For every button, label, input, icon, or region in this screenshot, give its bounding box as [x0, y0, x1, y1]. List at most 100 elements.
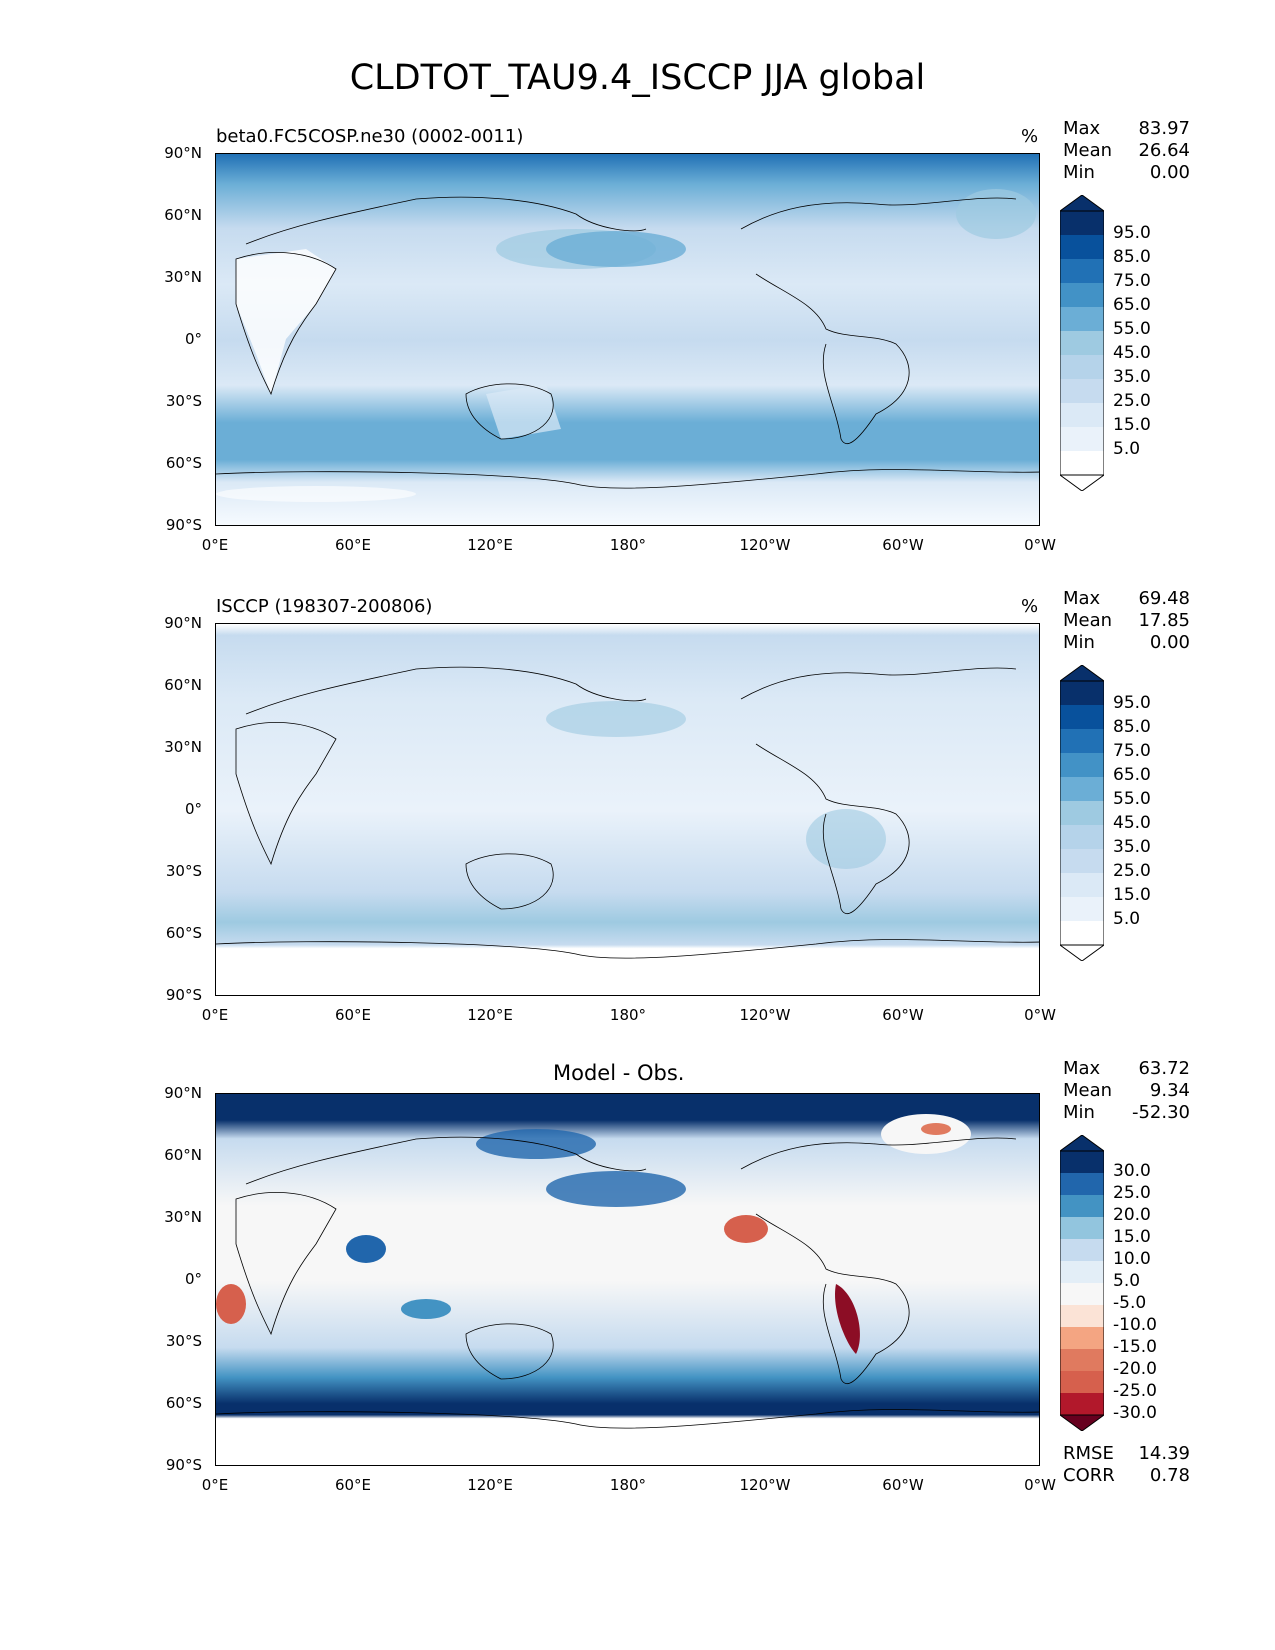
lat-tick: 90°N — [164, 144, 202, 162]
stat-max: 63.72 — [1138, 1058, 1190, 1079]
colorbar-label: 5.0 — [1113, 439, 1141, 459]
figure-title: CLDTOT_TAU9.4_ISCCP JJA global — [349, 58, 926, 98]
lat-tick: 30°S — [165, 862, 202, 880]
colorbar — [1060, 665, 1104, 961]
lon-tick: 180° — [609, 1006, 647, 1024]
colorbar-label: 35.0 — [1113, 837, 1151, 857]
panel-obs: ISCCP (198307-200806) % — [0, 588, 1275, 1038]
lon-tick: 0°E — [201, 536, 229, 554]
stat-max: 83.97 — [1138, 118, 1190, 139]
lat-tick: 0° — [184, 800, 202, 818]
colorbar-label: -25.0 — [1113, 1381, 1157, 1401]
colorbar-label: 95.0 — [1113, 223, 1151, 243]
stat-mean-label: Mean — [1063, 610, 1113, 631]
colorbar-label: 15.0 — [1113, 415, 1151, 435]
lat-tick: 60°N — [164, 206, 202, 224]
stat-min-label: Min — [1063, 1102, 1095, 1123]
map-obs — [215, 623, 1040, 996]
lat-tick: 60°S — [165, 1394, 202, 1412]
colorbar-label: 85.0 — [1113, 247, 1151, 267]
lon-tick: 0°E — [201, 1476, 229, 1494]
colorbar-label: 15.0 — [1113, 1227, 1151, 1247]
lon-tick: 60°E — [334, 1006, 372, 1024]
lat-tick: 30°N — [164, 1208, 202, 1226]
map-model — [215, 153, 1040, 526]
colorbar-label: -10.0 — [1113, 1315, 1157, 1335]
stats-box: Max 83.97 Mean 26.64 Min 0.00 — [1063, 118, 1190, 184]
metric-rmse-label: RMSE — [1063, 1443, 1114, 1464]
lon-tick: 0°W — [1024, 536, 1056, 554]
stats-box: Max 69.48 Mean 17.85 Min 0.00 — [1063, 588, 1190, 654]
stats-box: Max 63.72 Mean 9.34 Min -52.30 — [1063, 1058, 1190, 1124]
colorbar-label: 20.0 — [1113, 1205, 1151, 1225]
colorbar-label: -15.0 — [1113, 1337, 1157, 1357]
stat-mean: 26.64 — [1138, 140, 1190, 161]
lat-tick: 90°N — [164, 614, 202, 632]
lon-tick: 120°E — [467, 1006, 513, 1024]
colorbar-label: 45.0 — [1113, 813, 1151, 833]
lon-tick: 0°W — [1024, 1006, 1056, 1024]
lon-tick: 60°E — [334, 536, 372, 554]
lon-tick: 180° — [609, 536, 647, 554]
lon-tick: 0°W — [1024, 1476, 1056, 1494]
lat-tick: 60°N — [164, 676, 202, 694]
panel-diff: Model - Obs. — [0, 1058, 1275, 1508]
lon-tick: 60°W — [882, 1476, 924, 1494]
lon-tick: 120°W — [739, 1476, 791, 1494]
map-diff — [215, 1093, 1040, 1466]
lon-tick: 60°W — [882, 1006, 924, 1024]
lon-tick: 180° — [609, 1476, 647, 1494]
stat-min: 0.00 — [1149, 162, 1190, 183]
colorbar-label: -20.0 — [1113, 1359, 1157, 1379]
stat-max: 69.48 — [1138, 588, 1190, 609]
colorbar-label: 65.0 — [1113, 765, 1151, 785]
lat-tick: 30°N — [164, 738, 202, 756]
colorbar-label: 15.0 — [1113, 885, 1151, 905]
stat-min-label: Min — [1063, 632, 1095, 653]
lat-tick: 60°S — [165, 924, 202, 942]
colorbar-label: 10.0 — [1113, 1249, 1151, 1269]
colorbar — [1060, 195, 1104, 491]
stat-mean-label: Mean — [1063, 1080, 1113, 1101]
colorbar-label: 25.0 — [1113, 1183, 1151, 1203]
metric-rmse: 14.39 — [1138, 1443, 1190, 1464]
lat-tick: 0° — [184, 1270, 202, 1288]
colorbar-label: -5.0 — [1113, 1293, 1147, 1313]
lat-tick: 60°S — [165, 454, 202, 472]
metrics-box: RMSE 14.39 CORR 0.78 — [1063, 1443, 1190, 1487]
lat-tick: 90°S — [165, 1456, 202, 1474]
stat-mean: 17.85 — [1138, 610, 1190, 631]
lon-tick: 120°E — [467, 536, 513, 554]
lat-tick: 0° — [184, 330, 202, 348]
metric-corr: 0.78 — [1149, 1465, 1190, 1486]
lat-tick: 90°N — [164, 1084, 202, 1102]
panel-label-units: % — [1021, 126, 1039, 147]
colorbar-label: -30.0 — [1113, 1403, 1157, 1423]
colorbar — [1060, 1135, 1104, 1431]
lat-tick: 90°S — [165, 986, 202, 1004]
lon-tick: 0°E — [201, 1006, 229, 1024]
colorbar-label: 55.0 — [1113, 789, 1151, 809]
lat-tick: 30°S — [165, 392, 202, 410]
stat-mean-label: Mean — [1063, 140, 1113, 161]
colorbar-label: 25.0 — [1113, 391, 1151, 411]
panel-label-units: % — [1021, 596, 1039, 617]
metric-corr-label: CORR — [1063, 1465, 1115, 1486]
panel-model: beta0.FC5COSP.ne30 (0002-0011) % — [0, 118, 1275, 568]
panel-label-left: ISCCP (198307-200806) — [216, 596, 433, 617]
lon-tick: 120°E — [467, 1476, 513, 1494]
lon-tick: 120°W — [739, 1006, 791, 1024]
colorbar-label: 75.0 — [1113, 271, 1151, 291]
lon-tick: 60°W — [882, 536, 924, 554]
lat-tick: 90°S — [165, 516, 202, 534]
colorbar-label: 85.0 — [1113, 717, 1151, 737]
panel-label-left: beta0.FC5COSP.ne30 (0002-0011) — [216, 126, 524, 147]
lon-tick: 60°E — [334, 1476, 372, 1494]
colorbar-label: 5.0 — [1113, 909, 1141, 929]
colorbar-label: 65.0 — [1113, 295, 1151, 315]
stat-min-label: Min — [1063, 162, 1095, 183]
colorbar-label: 75.0 — [1113, 741, 1151, 761]
lon-tick: 120°W — [739, 536, 791, 554]
stat-max-label: Max — [1063, 588, 1101, 609]
colorbar-label: 55.0 — [1113, 319, 1151, 339]
